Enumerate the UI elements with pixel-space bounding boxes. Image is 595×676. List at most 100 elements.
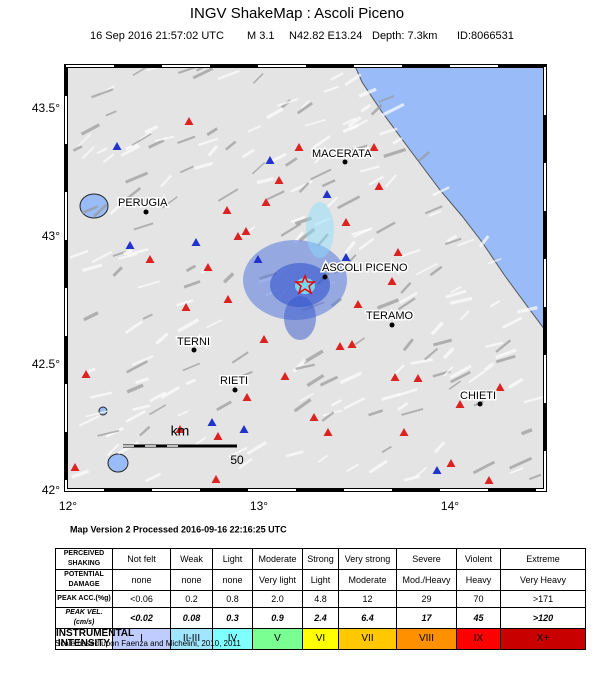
station-red — [233, 232, 243, 240]
terrain-ridge — [177, 135, 196, 144]
legend-cell: 70 — [456, 590, 501, 608]
legend-row-header: PERCEIVED SHAKING — [55, 548, 113, 570]
lon-label: 13° — [250, 499, 268, 513]
terrain-ridge — [450, 285, 462, 294]
station-red — [259, 335, 269, 343]
terrain-ridge — [523, 395, 545, 404]
legend-cell: VII — [338, 628, 397, 650]
scale-bar: km 50 — [123, 423, 244, 467]
terrain-ridge — [424, 347, 439, 361]
terrain-ridge — [317, 233, 329, 247]
event-location: N42.82 E13.24 — [289, 30, 362, 42]
terrain-ridge — [385, 174, 397, 188]
terrain-ridge — [120, 145, 141, 157]
terrain-ridge — [398, 291, 418, 305]
terrain-ridge — [342, 117, 357, 126]
terrain-ridge — [135, 377, 150, 385]
terrain-ridge — [392, 137, 403, 145]
terrain-ridge — [360, 103, 372, 113]
legend-cell: IX — [456, 628, 501, 650]
terrain-ridge — [142, 313, 153, 320]
station-red — [81, 370, 91, 378]
station-red — [223, 295, 233, 303]
terrain-ridge — [337, 195, 361, 210]
legend-cell: VI — [302, 628, 339, 650]
lat-label: 42° — [42, 483, 60, 497]
terrain-ridge — [400, 282, 412, 294]
legend-cell: Very Heavy — [500, 569, 586, 591]
station-blue — [207, 418, 217, 426]
terrain-ridge — [177, 318, 200, 333]
legend-cell: Very light — [252, 569, 303, 591]
legend-cell: Weak — [170, 548, 213, 570]
terrain-ridge — [310, 168, 332, 181]
shaking-zone — [295, 278, 315, 294]
station-red — [353, 300, 363, 308]
terrain-ridge — [197, 137, 219, 147]
terrain-ridge — [442, 347, 455, 360]
terrain-ridge — [137, 280, 160, 289]
terrain-ridge — [138, 199, 150, 208]
city-dot — [232, 387, 238, 393]
terrain-ridge — [449, 364, 472, 379]
shaking-zone — [306, 202, 334, 258]
processed-note: Map Version 2 Processed 2016-09-16 22:16… — [70, 524, 287, 534]
station-red — [495, 383, 505, 391]
terrain-ridge — [401, 408, 424, 416]
legend-cell: 4.8 — [302, 590, 339, 608]
terrain-ridge — [207, 145, 219, 157]
terrain-ridge — [109, 203, 122, 215]
legend-cell: 45 — [456, 607, 501, 629]
terrain-ridge — [443, 366, 454, 377]
legend-cell: X+ — [500, 628, 586, 650]
terrain-ridge — [155, 332, 169, 345]
legend-cell: Extreme — [500, 548, 586, 570]
lat-label: 43.5° — [32, 101, 60, 115]
terrain-ridge — [139, 425, 151, 437]
station-red — [211, 475, 221, 483]
legend-cell: Light — [302, 569, 339, 591]
city-dot — [322, 274, 328, 280]
terrain-ridge — [317, 454, 328, 464]
city-dot — [477, 401, 483, 407]
terrain-ridge — [314, 151, 326, 164]
terrain-ridge — [284, 157, 298, 167]
legend-row-header: INSTRUMENTAL INTENSITY — [55, 628, 135, 650]
city-dot — [342, 159, 348, 165]
station-blue — [239, 425, 249, 433]
terrain-ridge — [302, 349, 324, 364]
terrain-ridge — [368, 409, 384, 417]
station-red — [184, 117, 194, 125]
terrain-ridge — [148, 138, 165, 149]
terrain-ridge — [106, 443, 120, 457]
legend-cell: 0.8 — [212, 590, 253, 608]
legend-cell: none — [170, 569, 213, 591]
station-red — [309, 413, 319, 421]
terrain-ridge — [285, 450, 304, 458]
terrain-ridge — [314, 217, 331, 226]
legend-cell: V — [252, 628, 303, 650]
legend-cell: >120 — [500, 607, 586, 629]
terrain-ridge — [517, 306, 538, 314]
legend-cell: 0.08 — [170, 607, 213, 629]
terrain-ridge — [144, 124, 159, 134]
terrain-ridge — [368, 459, 388, 474]
terrain-ridge — [237, 370, 253, 379]
legend-row: INSTRUMENTAL INTENSITY I II-III IV V VI VII VII… — [55, 628, 586, 650]
terrain-ridge — [295, 363, 315, 371]
station-red — [341, 218, 351, 226]
terrain-ridge — [456, 238, 475, 247]
terrain-ridge — [430, 321, 444, 336]
terrain-ridge — [155, 135, 175, 142]
terrain-ridge — [351, 227, 372, 236]
terrain-ridge — [102, 153, 115, 164]
legend-cell: Light — [212, 548, 253, 570]
station-blue — [341, 253, 351, 261]
terrain-ridge — [403, 474, 421, 482]
city-dot — [143, 209, 149, 215]
city-label: TERNI — [177, 336, 210, 348]
terrain-ridge — [402, 338, 414, 352]
terrain-ridge — [484, 341, 504, 349]
terrain-ridge — [280, 222, 302, 237]
